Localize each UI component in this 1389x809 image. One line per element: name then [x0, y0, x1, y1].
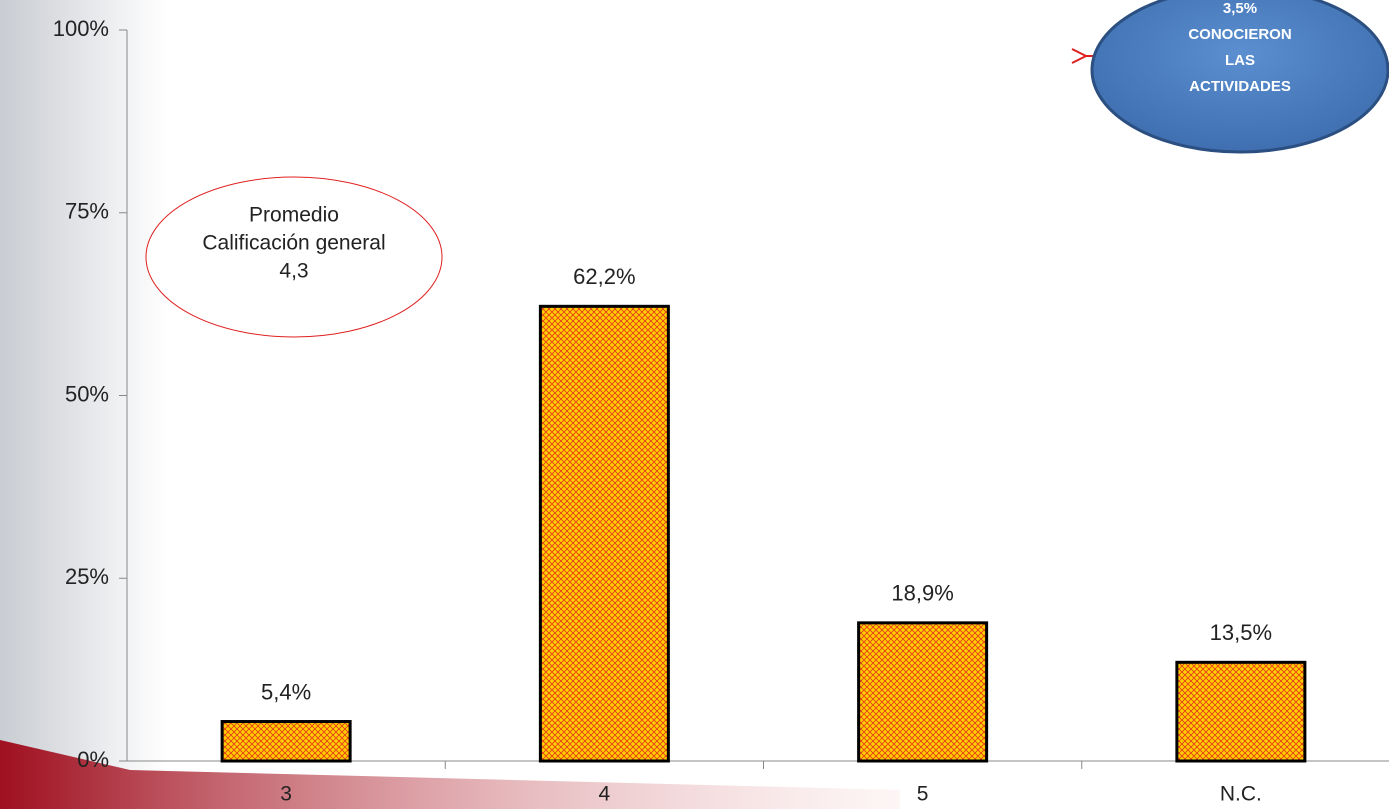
value-label: 13,5%	[1210, 620, 1272, 645]
bar	[538, 304, 670, 763]
x-tick-label: N.C.	[1220, 783, 1262, 806]
annotation-text: ACTIVIDADES	[1189, 78, 1291, 95]
decoration	[0, 740, 900, 809]
y-tick-label: 25%	[65, 564, 109, 589]
value-label: 18,9%	[891, 581, 953, 606]
annotation-text: Calificación general	[202, 232, 385, 255]
value-label: 5,4%	[261, 679, 311, 704]
x-tick-label: 4	[599, 783, 611, 806]
annotation-bubble	[1090, 0, 1389, 154]
annotation-text: 4,3	[279, 260, 308, 283]
value-label: 62,2%	[573, 264, 635, 289]
bar	[220, 720, 352, 763]
annotation-ellipse	[145, 176, 443, 338]
annotation-text: 3,5%	[1223, 0, 1257, 17]
annotation-text: Promedio	[249, 204, 339, 227]
y-tick-label: 0%	[77, 747, 109, 772]
y-tick-label: 50%	[65, 381, 109, 406]
annotation-text: LAS	[1225, 52, 1255, 69]
y-tick-label: 75%	[65, 199, 109, 224]
x-tick-label: 5	[917, 783, 929, 806]
bar	[857, 621, 989, 763]
annotation-text: CONOCIERON	[1188, 26, 1291, 43]
bar	[1175, 660, 1307, 763]
x-tick-label: 3	[280, 783, 292, 806]
y-tick-label: 100%	[53, 16, 109, 41]
